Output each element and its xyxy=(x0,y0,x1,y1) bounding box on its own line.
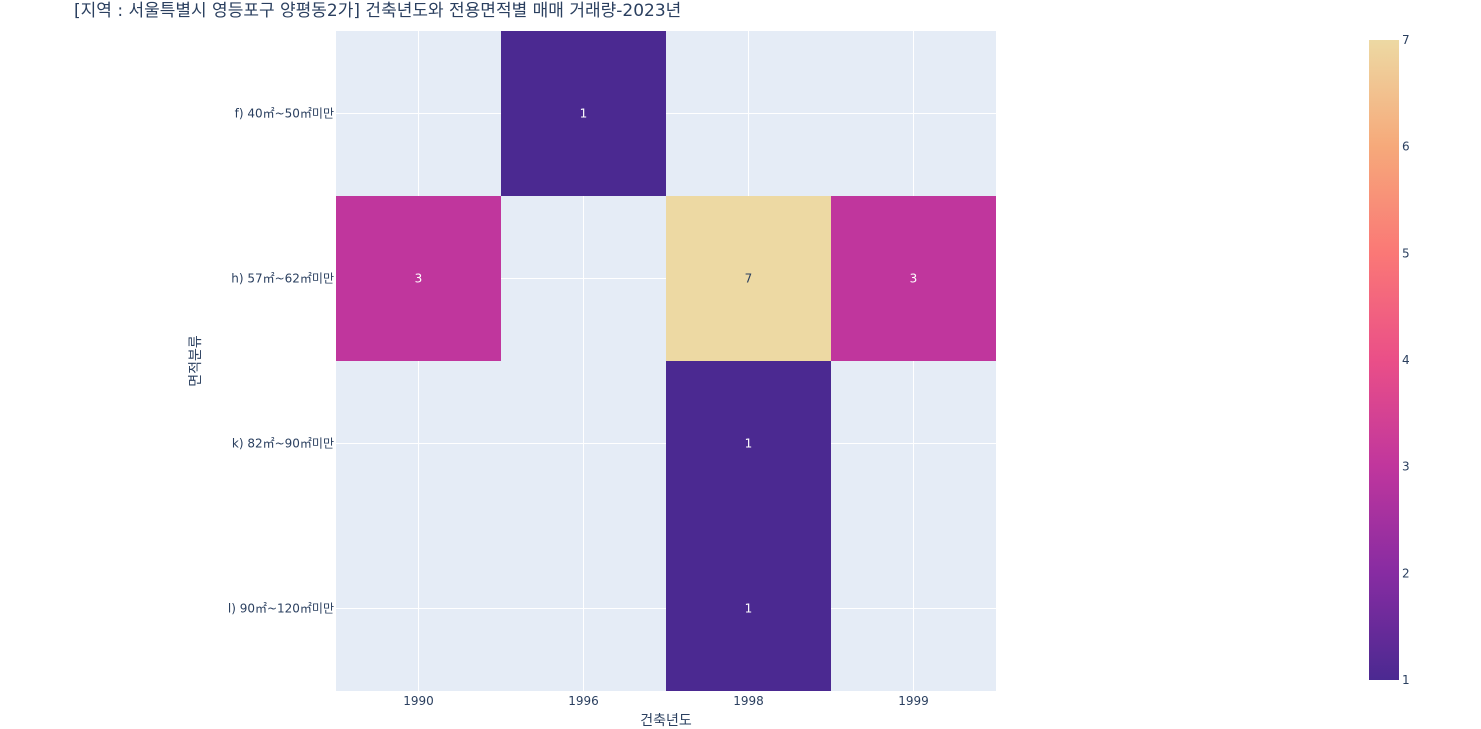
cell-labels: 1 3 7 3 1 1 xyxy=(415,107,918,616)
chart-title: [지역 : 서울특별시 영등포구 양평동2가] 건축년도와 전용면적별 매매 거… xyxy=(74,1,681,21)
colorbar-tick-label: 4 xyxy=(1402,353,1410,367)
cell-value-label: 1 xyxy=(745,602,753,616)
x-tick-label: 1999 xyxy=(898,694,929,708)
colorbar-tick-label: 5 xyxy=(1402,246,1410,260)
x-tick-label: 1998 xyxy=(733,694,764,708)
heatmap-cell xyxy=(831,196,996,361)
heatmap-cell xyxy=(501,31,666,196)
heatmap-cell xyxy=(666,526,831,691)
colorbar-tick-labels: 1 2 3 4 5 6 7 xyxy=(1402,33,1410,687)
y-tick-label: h) 57㎡~62㎡미만 xyxy=(231,272,334,286)
colorbar-tick-label: 3 xyxy=(1402,460,1410,474)
x-axis-title: 건축년도 xyxy=(640,713,692,729)
y-axis-title: 면적분류 xyxy=(188,335,204,387)
x-tick-label: 1990 xyxy=(403,694,434,708)
y-tick-label: f) 40㎡~50㎡미만 xyxy=(235,107,334,121)
cell-value-label: 1 xyxy=(745,437,753,451)
heatmap-cells xyxy=(336,31,996,691)
heatmap-cell xyxy=(666,196,831,361)
y-tick-label: l) 90㎡~120㎡미만 xyxy=(228,602,334,616)
y-tick-labels: f) 40㎡~50㎡미만 h) 57㎡~62㎡미만 k) 82㎡~90㎡미만 l) 9… xyxy=(228,107,334,616)
cell-value-label: 1 xyxy=(580,107,588,121)
heatmap-cell xyxy=(666,361,831,526)
x-tick-label: 1996 xyxy=(568,694,599,708)
colorbar-tick-label: 2 xyxy=(1402,566,1410,580)
cell-value-label: 7 xyxy=(745,272,753,286)
cell-value-label: 3 xyxy=(415,272,423,286)
colorbar-tick-label: 6 xyxy=(1402,140,1410,154)
y-tick-label: k) 82㎡~90㎡미만 xyxy=(232,437,334,451)
x-tick-labels: 1990 1996 1998 1999 xyxy=(403,694,929,708)
colorbar-tick-label: 1 xyxy=(1402,673,1410,687)
cell-value-label: 3 xyxy=(910,272,918,286)
colorbar-tick-label: 7 xyxy=(1402,33,1410,47)
heatmap-cell xyxy=(336,196,501,361)
colorbar xyxy=(1369,40,1399,680)
